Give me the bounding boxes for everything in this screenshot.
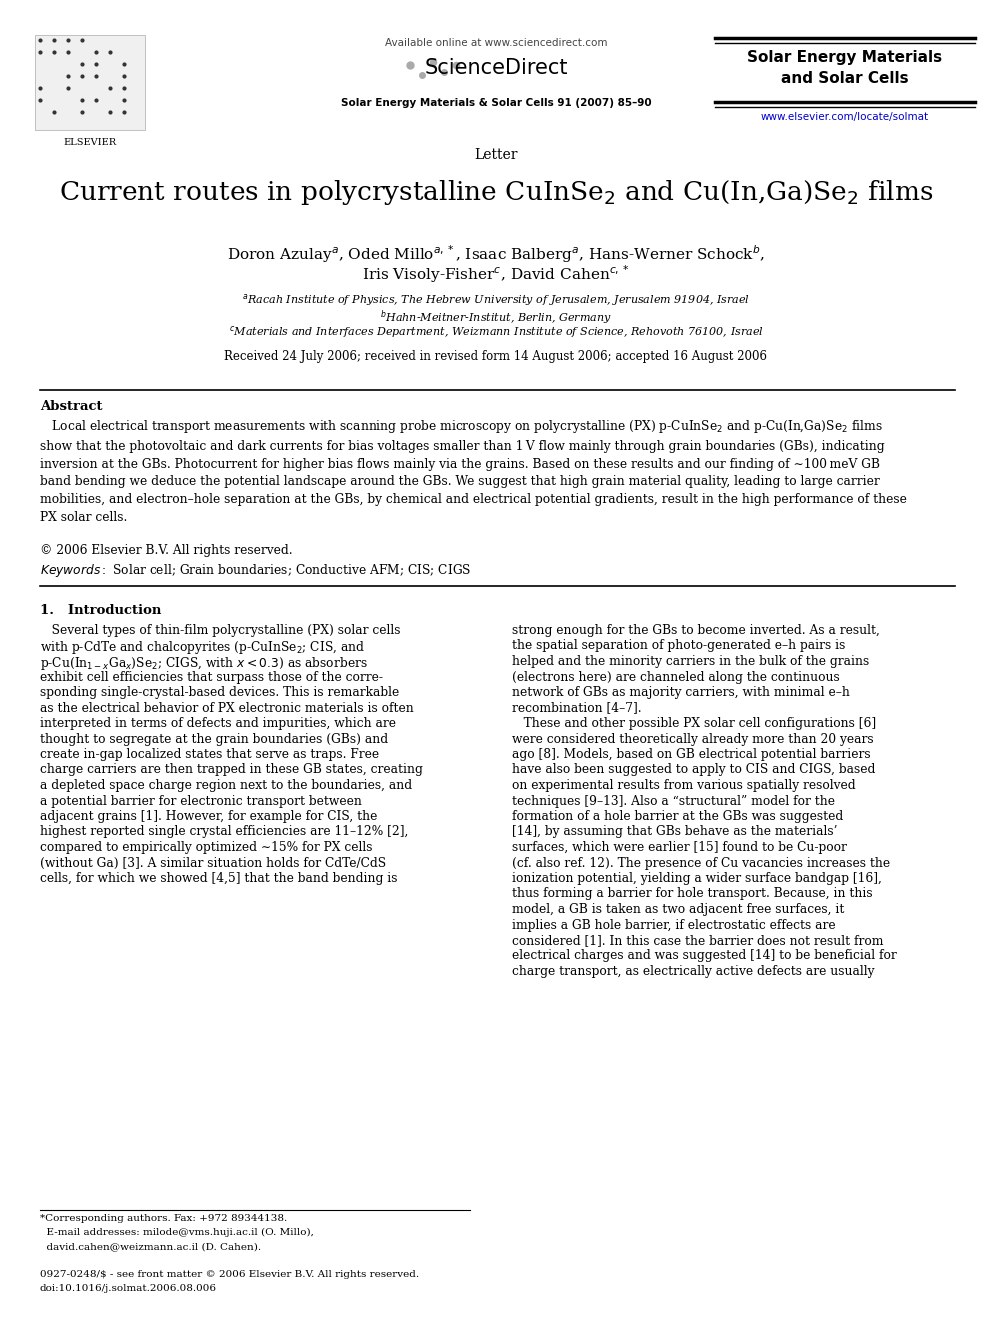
Text: ionization potential, yielding a wider surface bandgap [16],: ionization potential, yielding a wider s… — [512, 872, 882, 885]
Text: [14], by assuming that GBs behave as the materials’: [14], by assuming that GBs behave as the… — [512, 826, 837, 839]
Text: © 2006 Elsevier B.V. All rights reserved.: © 2006 Elsevier B.V. All rights reserved… — [40, 544, 293, 557]
Text: Iris Visoly-Fisher$^c$, David Cahen$^{c,*}$: Iris Visoly-Fisher$^c$, David Cahen$^{c,… — [362, 263, 630, 284]
Text: exhibit cell efficiencies that surpass those of the corre-: exhibit cell efficiencies that surpass t… — [40, 671, 383, 684]
Text: thought to segregate at the grain boundaries (GBs) and: thought to segregate at the grain bounda… — [40, 733, 388, 745]
Text: thus forming a barrier for hole transport. Because, in this: thus forming a barrier for hole transpor… — [512, 888, 873, 901]
Text: ScienceDirect: ScienceDirect — [425, 58, 567, 78]
Text: $^b$Hahn-Meitner-Institut, Berlin, Germany: $^b$Hahn-Meitner-Institut, Berlin, Germa… — [380, 308, 612, 327]
Text: Letter: Letter — [474, 148, 518, 161]
Text: p-Cu(In$_{1-x}$Ga$_x$)Se$_2$; CIGS, with $x<0.3$) as absorbers: p-Cu(In$_{1-x}$Ga$_x$)Se$_2$; CIGS, with… — [40, 655, 368, 672]
Text: a depleted space charge region next to the boundaries, and: a depleted space charge region next to t… — [40, 779, 412, 792]
Text: david.cahen@weizmann.ac.il (D. Cahen).: david.cahen@weizmann.ac.il (D. Cahen). — [40, 1242, 261, 1252]
Text: Available online at www.sciencedirect.com: Available online at www.sciencedirect.co… — [385, 38, 607, 48]
Text: surfaces, which were earlier [15] found to be Cu-poor: surfaces, which were earlier [15] found … — [512, 841, 847, 855]
Text: $\it{Keywords:}$ Solar cell; Grain boundaries; Conductive AFM; CIS; CIGS: $\it{Keywords:}$ Solar cell; Grain bound… — [40, 562, 471, 579]
Text: formation of a hole barrier at the GBs was suggested: formation of a hole barrier at the GBs w… — [512, 810, 843, 823]
Text: charge transport, as electrically active defects are usually: charge transport, as electrically active… — [512, 964, 875, 978]
Text: interpreted in terms of defects and impurities, which are: interpreted in terms of defects and impu… — [40, 717, 396, 730]
Text: with p-CdTe and chalcopyrites (p-CuInSe$_2$; CIS, and: with p-CdTe and chalcopyrites (p-CuInSe$… — [40, 639, 365, 656]
Text: on experimental results from various spatially resolved: on experimental results from various spa… — [512, 779, 856, 792]
Text: These and other possible PX solar cell configurations [6]: These and other possible PX solar cell c… — [512, 717, 876, 730]
Text: charge carriers are then trapped in these GB states, creating: charge carriers are then trapped in thes… — [40, 763, 423, 777]
Text: electrical charges and was suggested [14] to be beneficial for: electrical charges and was suggested [14… — [512, 950, 897, 963]
Text: Received 24 July 2006; received in revised form 14 August 2006; accepted 16 Augu: Received 24 July 2006; received in revis… — [224, 351, 768, 363]
Text: ago [8]. Models, based on GB electrical potential barriers: ago [8]. Models, based on GB electrical … — [512, 747, 871, 761]
Text: 1.   Introduction: 1. Introduction — [40, 605, 162, 617]
Text: E-mail addresses: milode@vms.huji.ac.il (O. Millo),: E-mail addresses: milode@vms.huji.ac.il … — [40, 1228, 313, 1237]
Text: Abstract: Abstract — [40, 400, 102, 413]
Text: compared to empirically optimized ∼15% for PX cells: compared to empirically optimized ∼15% f… — [40, 841, 373, 855]
Text: $^c$Materials and Interfaces Department, Weizmann Institute of Science, Rehovoth: $^c$Materials and Interfaces Department,… — [228, 324, 764, 340]
Text: (electrons here) are channeled along the continuous: (electrons here) are channeled along the… — [512, 671, 840, 684]
Text: $^a$Racah Institute of Physics, The Hebrew University of Jerusalem, Jerusalem 91: $^a$Racah Institute of Physics, The Hebr… — [242, 292, 750, 308]
Text: (cf. also ref. 12). The presence of Cu vacancies increases the: (cf. also ref. 12). The presence of Cu v… — [512, 856, 890, 869]
Text: Doron Azulay$^a$, Oded Millo$^{a,*}$, Isaac Balberg$^a$, Hans-Werner Schock$^b$,: Doron Azulay$^a$, Oded Millo$^{a,*}$, Is… — [227, 243, 765, 265]
Text: ELSEVIER: ELSEVIER — [63, 138, 117, 147]
Text: considered [1]. In this case the barrier does not result from: considered [1]. In this case the barrier… — [512, 934, 884, 947]
Text: Solar Energy Materials
and Solar Cells: Solar Energy Materials and Solar Cells — [747, 50, 942, 86]
Text: adjacent grains [1]. However, for example for CIS, the: adjacent grains [1]. However, for exampl… — [40, 810, 377, 823]
Text: 0927-0248/$ - see front matter © 2006 Elsevier B.V. All rights reserved.: 0927-0248/$ - see front matter © 2006 El… — [40, 1270, 420, 1279]
Text: model, a GB is taken as two adjacent free surfaces, it: model, a GB is taken as two adjacent fre… — [512, 904, 844, 916]
Text: were considered theoretically already more than 20 years: were considered theoretically already mo… — [512, 733, 874, 745]
Text: implies a GB hole barrier, if electrostatic effects are: implies a GB hole barrier, if electrosta… — [512, 918, 835, 931]
Text: recombination [4–7].: recombination [4–7]. — [512, 701, 642, 714]
Text: techniques [9–13]. Also a “structural” model for the: techniques [9–13]. Also a “structural” m… — [512, 795, 835, 807]
Text: www.elsevier.com/locate/solmat: www.elsevier.com/locate/solmat — [761, 112, 930, 122]
Text: as the electrical behavior of PX electronic materials is often: as the electrical behavior of PX electro… — [40, 701, 414, 714]
Text: have also been suggested to apply to CIS and CIGS, based: have also been suggested to apply to CIS… — [512, 763, 875, 777]
Text: *Corresponding authors. Fax: +972 89344138.: *Corresponding authors. Fax: +972 893441… — [40, 1215, 288, 1222]
Text: Local electrical transport measurements with scanning probe microscopy on polycr: Local electrical transport measurements … — [40, 418, 907, 524]
Text: a potential barrier for electronic transport between: a potential barrier for electronic trans… — [40, 795, 362, 807]
Text: helped and the minority carriers in the bulk of the grains: helped and the minority carriers in the … — [512, 655, 869, 668]
Text: strong enough for the GBs to become inverted. As a result,: strong enough for the GBs to become inve… — [512, 624, 880, 636]
Text: create in-gap localized states that serve as traps. Free: create in-gap localized states that serv… — [40, 747, 379, 761]
Text: the spatial separation of photo-generated e–h pairs is: the spatial separation of photo-generate… — [512, 639, 845, 652]
Text: doi:10.1016/j.solmat.2006.08.006: doi:10.1016/j.solmat.2006.08.006 — [40, 1285, 217, 1293]
Text: sponding single-crystal-based devices. This is remarkable: sponding single-crystal-based devices. T… — [40, 687, 399, 699]
Text: Several types of thin-film polycrystalline (PX) solar cells: Several types of thin-film polycrystalli… — [40, 624, 401, 636]
Text: network of GBs as majority carriers, with minimal e–h: network of GBs as majority carriers, wit… — [512, 687, 850, 699]
FancyBboxPatch shape — [35, 34, 145, 130]
Text: Solar Energy Materials & Solar Cells 91 (2007) 85–90: Solar Energy Materials & Solar Cells 91 … — [340, 98, 652, 108]
Text: Current routes in polycrystalline CuInSe$_2$ and Cu(In,Ga)Se$_2$ films: Current routes in polycrystalline CuInSe… — [59, 179, 933, 206]
Text: cells, for which we showed [4,5] that the band bending is: cells, for which we showed [4,5] that th… — [40, 872, 398, 885]
Text: (without Ga) [3]. A similar situation holds for CdTe/CdS: (without Ga) [3]. A similar situation ho… — [40, 856, 386, 869]
Text: highest reported single crystal efficiencies are 11–12% [2],: highest reported single crystal efficien… — [40, 826, 409, 839]
